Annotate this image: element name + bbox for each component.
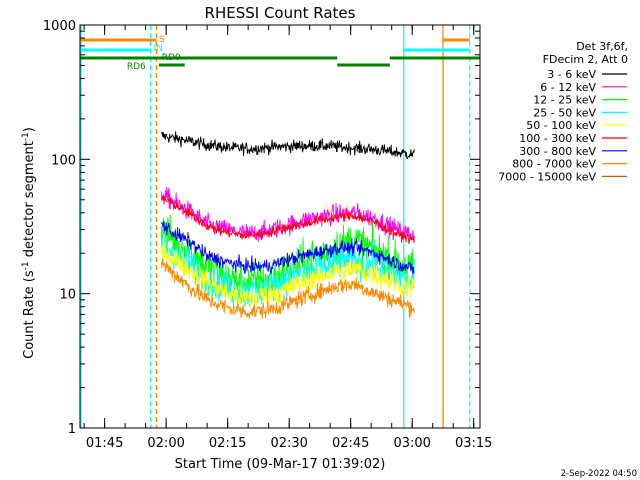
y-tick-label-3: 1000 <box>43 19 76 34</box>
legend-label-2: 12 - 25 keV <box>533 94 596 107</box>
y-tick-label-1: 10 <box>59 288 76 303</box>
flag-label-3: RD6 <box>127 62 146 72</box>
legend-label-5: 100 - 300 keV <box>519 132 596 145</box>
flag-label-2: RD0 <box>162 53 181 63</box>
y-axis-label: Count Rate (s-1 detector segment-1) <box>21 127 37 359</box>
x-tick-label-4: 02:45 <box>332 436 369 451</box>
chart-title: RHESSI Count Rates <box>205 4 356 22</box>
y-label-exponent-2: -1 <box>21 132 31 141</box>
flag-label-1: IN <box>154 44 163 54</box>
series-line-6 <box>160 220 415 275</box>
y-label-main: Count Rate (s <box>22 270 37 359</box>
y-tick-label-0: 1 <box>68 422 76 437</box>
footer-date: 2-Sep-2022 04:50 <box>561 469 637 479</box>
series-line-7 <box>160 258 415 320</box>
x-tick-label-6: 03:15 <box>455 436 492 451</box>
x-tick-label-1: 02:00 <box>147 436 184 451</box>
y-label-middle: detector segment <box>22 141 37 261</box>
legend-header-1: FDecim 2, Att 0 <box>543 53 628 66</box>
legend-header-0: Det 3f,6f, <box>576 40 628 53</box>
legend-label-7: 800 - 7000 keV <box>512 158 596 171</box>
x-tick-label-2: 02:15 <box>209 436 246 451</box>
series-line-4 <box>160 240 415 306</box>
y-label-close: ) <box>22 127 37 132</box>
legend-label-4: 50 - 100 keV <box>526 119 596 132</box>
x-tick-label-0: 01:45 <box>86 436 123 451</box>
x-tick-label-3: 02:30 <box>270 436 307 451</box>
series-line-0 <box>160 131 415 159</box>
series-line-5 <box>160 195 415 244</box>
legend-label-6: 300 - 800 keV <box>519 145 596 158</box>
x-tick-label-5: 03:00 <box>393 436 430 451</box>
legend-label-0: 3 - 6 keV <box>547 68 596 81</box>
y-tick-label-2: 100 <box>51 153 76 168</box>
flag-label-0: S <box>159 35 165 45</box>
axes: 1 10 100 1000 01:45 02:00 02:15 02:30 02:45 03:00… <box>43 19 493 451</box>
series-line-3 <box>160 231 415 308</box>
legend-label-1: 6 - 12 keV <box>540 81 596 94</box>
y-label-exponent: -1 <box>21 261 31 270</box>
legend-label-3: 25 - 50 keV <box>533 106 596 119</box>
x-axis-label: Start Time (09-Mar-17 01:39:02) <box>175 457 386 472</box>
plot-frame <box>79 24 481 429</box>
legend-label-8: 7000 - 15000 keV <box>498 170 596 183</box>
